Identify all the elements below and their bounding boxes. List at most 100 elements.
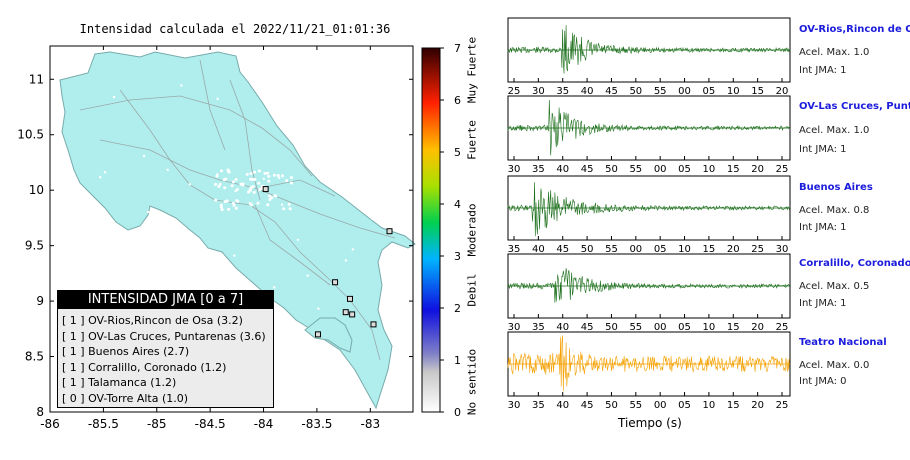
time-tick-label: 30 bbox=[508, 322, 521, 333]
time-tick-label: 50 bbox=[629, 86, 642, 97]
town-dot bbox=[289, 176, 293, 180]
town-dot bbox=[99, 176, 102, 179]
time-tick-label: 55 bbox=[605, 244, 618, 255]
town-dot bbox=[112, 95, 116, 99]
station-jma: Int JMA: 0 bbox=[799, 376, 847, 387]
town-dot bbox=[249, 172, 253, 176]
town-dot bbox=[233, 254, 236, 257]
station-name: Buenos Aires bbox=[799, 182, 873, 193]
town-dot bbox=[272, 173, 276, 177]
time-tick-label: 50 bbox=[605, 322, 618, 333]
time-tick-label: 15 bbox=[727, 400, 740, 411]
town-dot bbox=[230, 184, 234, 188]
town-dot bbox=[156, 263, 159, 267]
station-accel: Acel. Max. 1.0 bbox=[799, 125, 870, 136]
station-marker bbox=[342, 309, 349, 316]
time-tick-label: 40 bbox=[556, 164, 569, 175]
town-dot bbox=[216, 173, 219, 176]
seismogram-trace bbox=[507, 99, 790, 156]
town-dot bbox=[248, 188, 252, 192]
colorbar-category-label: Moderado bbox=[465, 203, 479, 257]
town-dot bbox=[253, 177, 257, 181]
town-dot bbox=[245, 172, 249, 176]
legend-row: [ 1 ] Buenos Aires (2.7) bbox=[62, 345, 190, 358]
town-dot bbox=[296, 238, 300, 241]
town-dot bbox=[351, 248, 355, 251]
colorbar-tick-label: 2 bbox=[454, 302, 461, 315]
lat-tick-label: 10 bbox=[29, 183, 44, 197]
town-dot bbox=[367, 207, 370, 210]
colorbar-tick-label: 3 bbox=[454, 250, 461, 263]
time-tick-label: 00 bbox=[678, 86, 691, 97]
town-dot bbox=[317, 307, 320, 310]
town-dot bbox=[272, 286, 276, 289]
time-tick-label: 20 bbox=[751, 322, 764, 333]
lon-tick-label: -84 bbox=[254, 417, 274, 431]
map-axes: -86 -85.5 -85 -84.5 -84 -83.5 -83 11 10.5 10 9.5 9 8… bbox=[17, 45, 414, 431]
town-dot bbox=[234, 206, 238, 210]
town-dot bbox=[223, 200, 227, 204]
town-dot bbox=[257, 169, 261, 173]
town-dot bbox=[166, 168, 169, 172]
time-tick-label: 45 bbox=[605, 86, 618, 97]
time-tick-label: 25 bbox=[508, 86, 521, 97]
town-dot bbox=[288, 207, 292, 211]
time-tick-label: 35 bbox=[532, 164, 545, 175]
station-accel: Acel. Max. 0.0 bbox=[799, 360, 870, 371]
map-stations bbox=[262, 186, 393, 338]
time-tick-label: 05 bbox=[678, 164, 691, 175]
station-name: OV-Las Cruces, Puntarenas bbox=[799, 101, 910, 112]
town-dot bbox=[188, 183, 192, 186]
town-dot bbox=[234, 189, 237, 193]
waveform-panel: 30 35 40 45 50 55 00 05 10 15 20 25 bbox=[507, 95, 791, 175]
time-tick-label: 45 bbox=[581, 164, 594, 175]
time-tick-label: 10 bbox=[703, 322, 716, 333]
map-title: Intensidad calculada el 2022/11/21_01:01… bbox=[79, 22, 391, 36]
town-dot bbox=[267, 194, 271, 198]
time-tick-label: 35 bbox=[556, 86, 569, 97]
time-tick-label: 00 bbox=[654, 400, 667, 411]
lon-tick-label: -84.5 bbox=[195, 417, 226, 431]
town-dot bbox=[180, 84, 183, 87]
town-dot bbox=[370, 217, 374, 220]
intensity-legend: INTENSIDAD JMA [0 a 7] [ 1 ] OV-Rios,Rin… bbox=[57, 290, 274, 408]
town-dot bbox=[253, 170, 257, 174]
town-dot bbox=[231, 180, 235, 184]
colorbar-tick-label: 7 bbox=[454, 42, 461, 55]
colorbar-tick-label: 1 bbox=[454, 354, 461, 367]
town-dot bbox=[217, 184, 221, 188]
town-dot bbox=[256, 201, 260, 205]
time-tick-label: 20 bbox=[751, 400, 764, 411]
town-dot bbox=[220, 169, 224, 173]
town-dot bbox=[218, 182, 222, 186]
time-tick-label: 15 bbox=[727, 322, 740, 333]
lon-tick-label: -83 bbox=[360, 417, 380, 431]
lat-tick-label: 10.5 bbox=[17, 128, 44, 142]
colorbar-tick-label: 5 bbox=[454, 146, 461, 159]
town-dot bbox=[267, 174, 271, 178]
time-tick-label: 35 bbox=[532, 400, 545, 411]
lat-tick-label: 9.5 bbox=[25, 239, 44, 253]
town-dot bbox=[220, 208, 224, 212]
colorbar-tick-label: 6 bbox=[454, 94, 461, 107]
town-dot bbox=[266, 203, 270, 207]
time-tick-label: 00 bbox=[654, 322, 667, 333]
time-tick-label: 55 bbox=[629, 164, 642, 175]
town-dot bbox=[214, 198, 218, 202]
town-dot bbox=[282, 207, 286, 211]
waveform-panel: 35 40 45 50 55 00 05 10 15 20 25 30 bbox=[507, 175, 791, 255]
town-dot bbox=[344, 259, 348, 262]
time-tick-label: 10 bbox=[703, 164, 716, 175]
lat-tick-label: 11 bbox=[29, 72, 44, 86]
station-accel: Acel. Max. 0.8 bbox=[799, 205, 870, 216]
waveform-panel: 30 35 40 45 50 55 00 05 10 15 20 25 bbox=[507, 331, 791, 411]
town-dot bbox=[306, 274, 309, 277]
station-marker bbox=[370, 321, 377, 328]
time-axis-label: Tiempo (s) bbox=[618, 416, 682, 430]
town-dot bbox=[214, 182, 218, 186]
time-tick-label: 15 bbox=[751, 86, 764, 97]
lon-tick-label: -83.5 bbox=[301, 417, 332, 431]
town-dot bbox=[266, 171, 270, 175]
station-jma: Int JMA: 1 bbox=[799, 65, 847, 76]
town-dot bbox=[257, 181, 261, 185]
